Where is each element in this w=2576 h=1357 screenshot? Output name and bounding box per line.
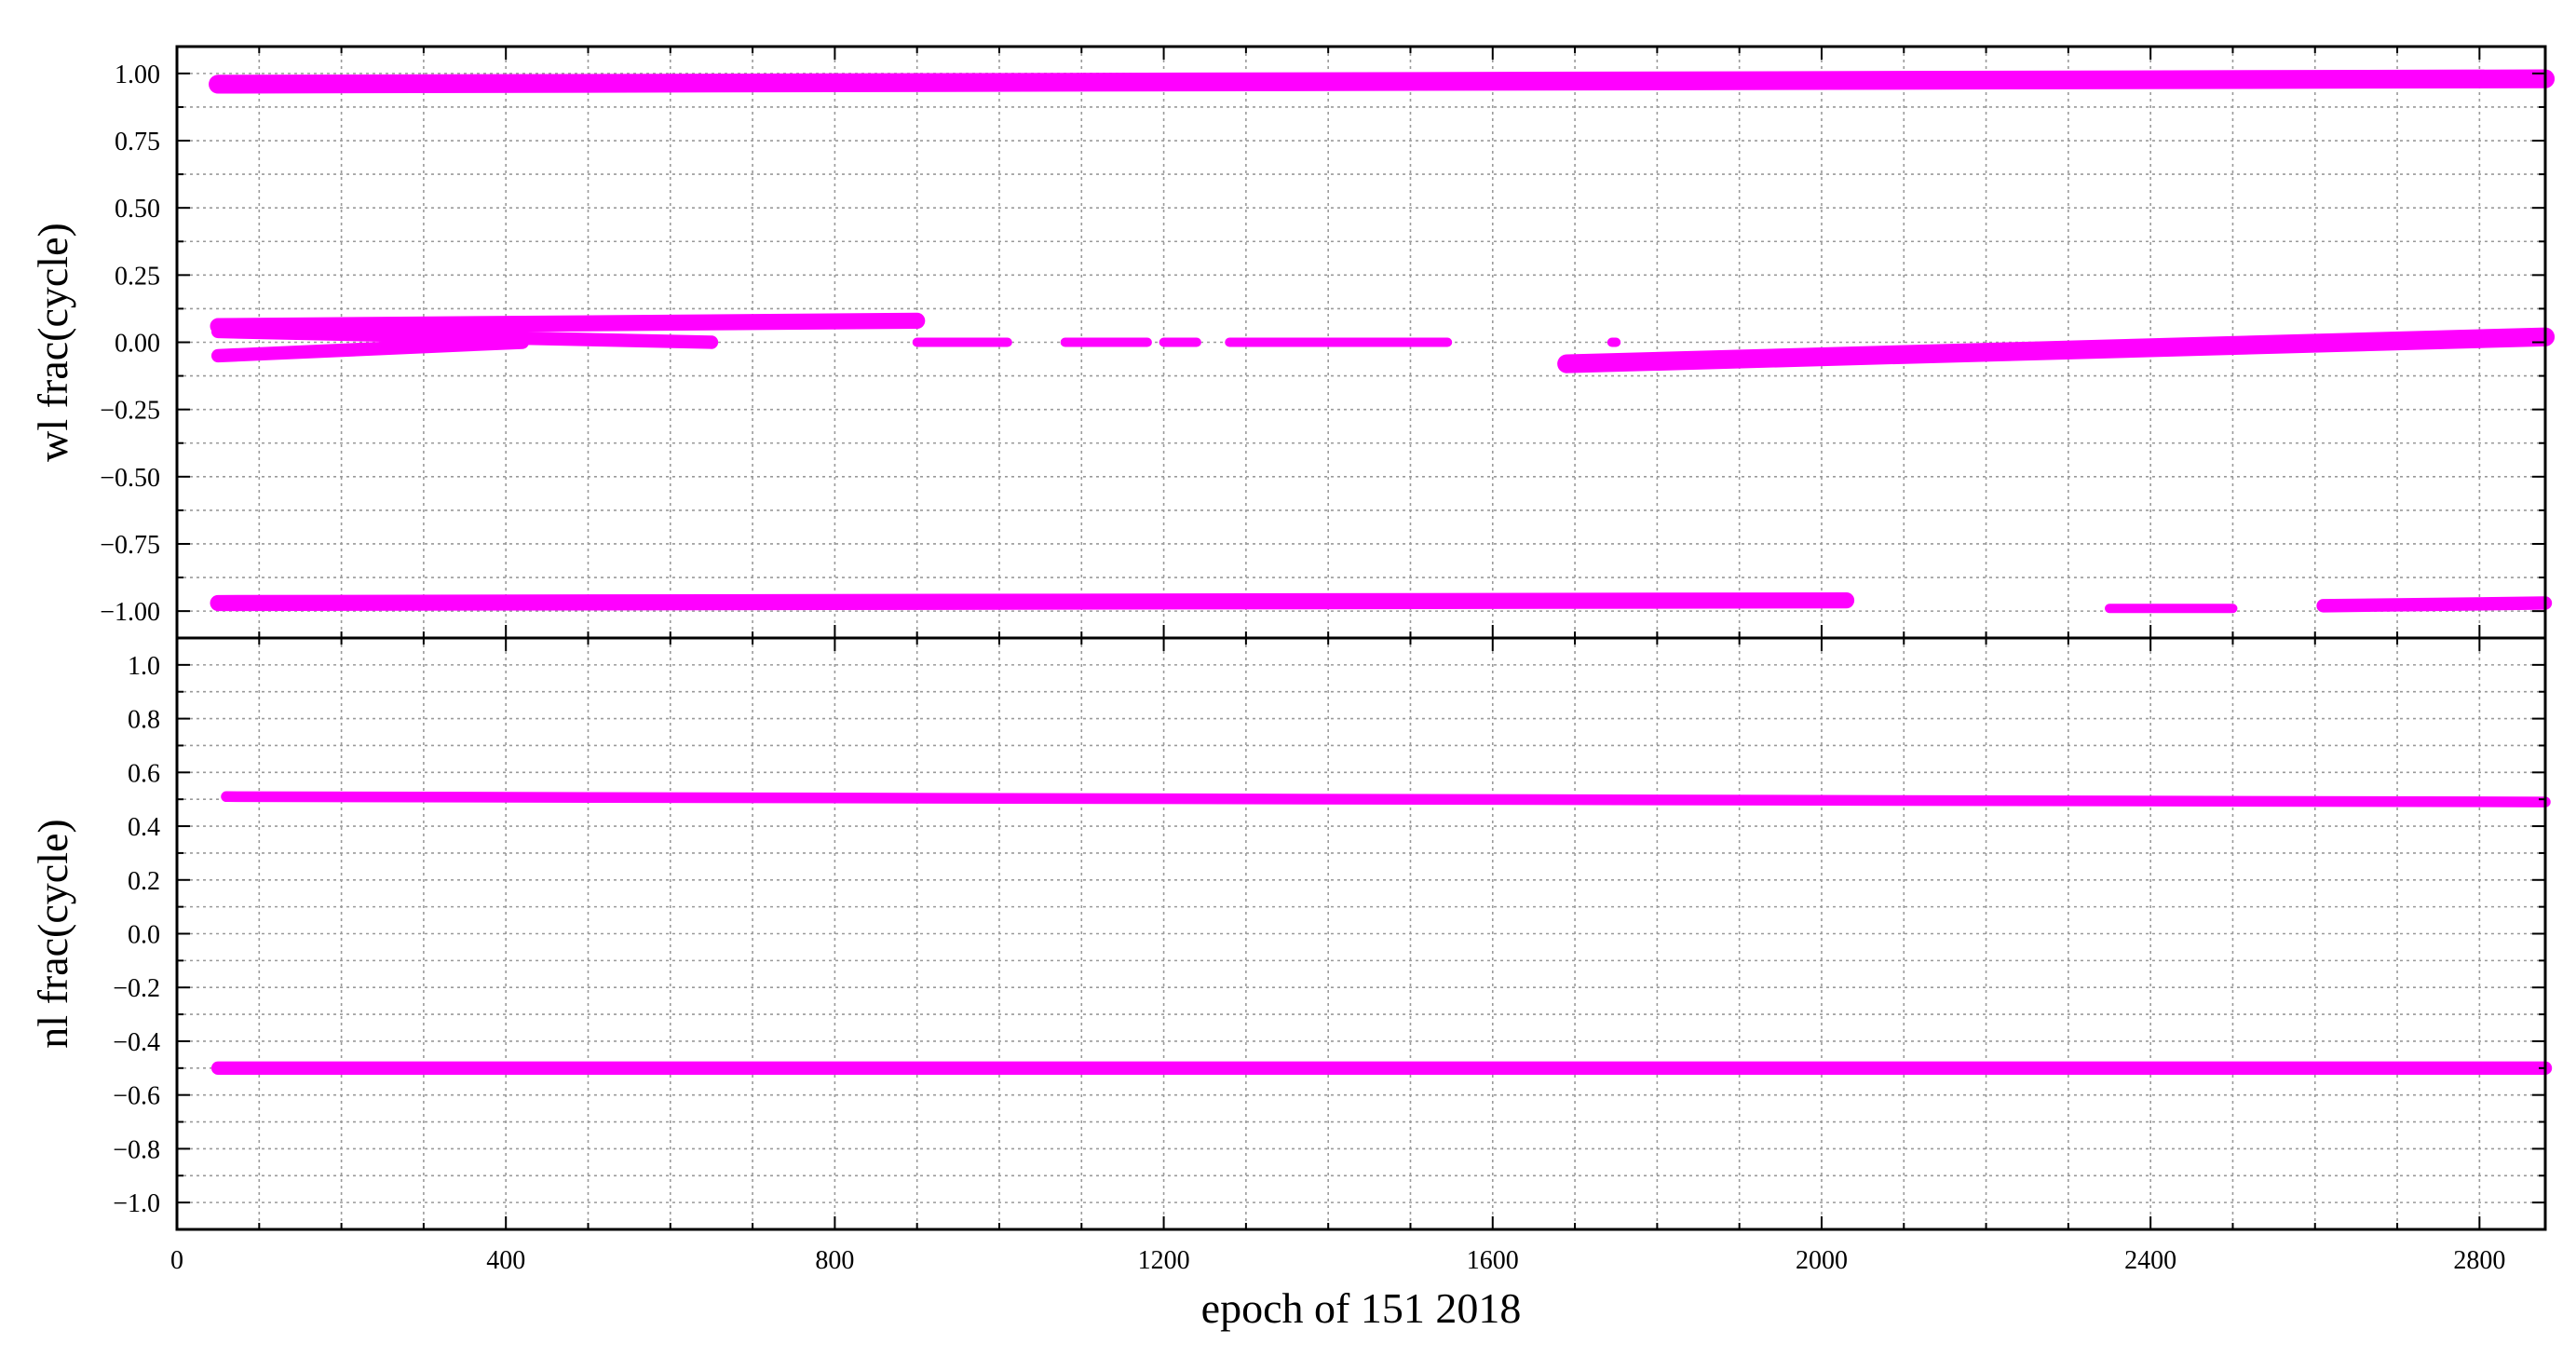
wl-panel: 1.00 0.75 0.50 0.25 0.00 −0.25 −0.50 −0.75 −1.00… [29, 45, 2556, 640]
nl-point-cluster [221, 791, 2551, 807]
wl-y-tick-label: −1.00 [100, 598, 160, 627]
wl-y-tick-label: 0.00 [115, 330, 160, 359]
nl-y-tick-label: −0.8 [113, 1135, 160, 1164]
x-tick-label: 2800 [2453, 1246, 2505, 1275]
nl-y-tick-label: −0.6 [113, 1082, 160, 1111]
x-tick-label: 1200 [1138, 1246, 1190, 1275]
wl-point-cluster [210, 324, 719, 349]
nl-y-tick-label: −1.0 [113, 1189, 160, 1218]
nl-y-tick-label: 0.2 [128, 867, 160, 896]
wl-y-axis-label: wl frac(cycle) [29, 223, 76, 462]
nl-data-points [210, 791, 2553, 1076]
nl-y-tick-label: −0.4 [113, 1028, 160, 1057]
wl-y-tick-label: 0.25 [115, 262, 160, 291]
x-tick-label: 0 [170, 1246, 183, 1275]
nl-y-axis-label: nl frac(cycle) [29, 819, 76, 1048]
wl-point-cluster [210, 591, 1855, 612]
x-tick-label: 400 [486, 1246, 525, 1275]
x-tick-label: 2000 [1796, 1246, 1848, 1275]
x-tick-label: 800 [815, 1246, 854, 1275]
wl-point-cluster [1557, 327, 2556, 373]
x-tick-label: 1600 [1467, 1246, 1519, 1275]
wl-point-cluster [210, 335, 530, 363]
wl-y-tick-label: 0.75 [115, 128, 160, 156]
nl-y-tick-label: 0.8 [128, 706, 160, 735]
wl-y-tick-label: −0.50 [100, 464, 160, 493]
x-axis-label: epoch of 151 2018 [1201, 1284, 1522, 1332]
wl-point-cluster [210, 312, 926, 334]
wl-point-cluster [209, 69, 2556, 94]
nl-y-tick-label: −0.2 [113, 974, 160, 1003]
nl-grid [176, 637, 2545, 1230]
wl-y-tick-label: −0.75 [100, 531, 160, 560]
nl-panel: 1.0 0.8 0.6 0.4 0.2 0.0 −0.2 −0.4 −0.6 −0.8 −1.0 n… [29, 636, 2553, 1231]
nl-y-tick-label: 0.0 [128, 921, 160, 950]
wl-data-points [209, 69, 2556, 614]
wl-y-tick-label: 0.50 [115, 195, 160, 224]
nl-y-tick-label: 1.0 [128, 652, 160, 681]
wl-axis-ticks: 1.00 0.75 0.50 0.25 0.00 −0.25 −0.50 −0.75 −1.00 [100, 47, 2545, 638]
x-tick-labels: 0 400 800 1200 1600 2000 2400 2800 [170, 1246, 2505, 1275]
nl-y-tick-label: 0.6 [128, 759, 160, 788]
wl-point-cluster [2316, 596, 2553, 613]
wl-y-tick-label: −0.25 [100, 397, 160, 426]
x-tick-label: 2400 [2124, 1246, 2176, 1275]
wl-y-tick-label: 1.00 [115, 61, 160, 89]
nl-plot-frame [175, 636, 2547, 1231]
nl-y-tick-label: 0.4 [128, 813, 160, 842]
